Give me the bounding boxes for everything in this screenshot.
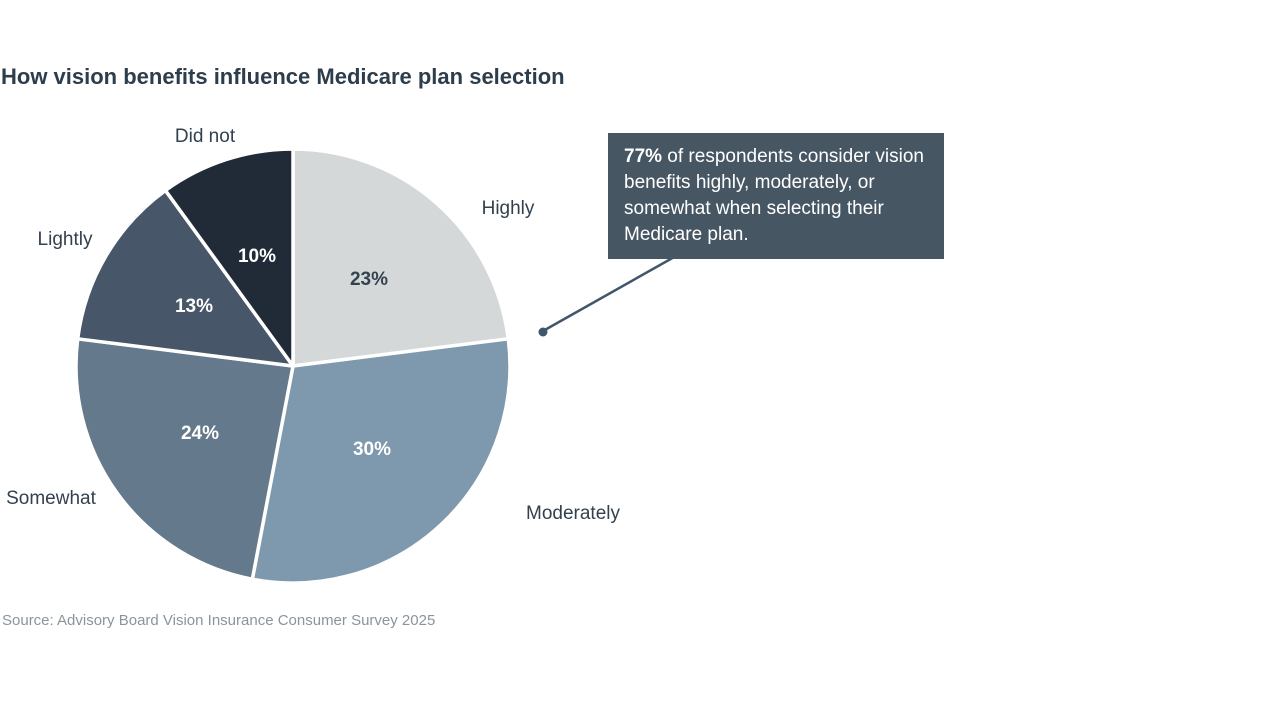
- pie-slice-lightly: [75, 188, 295, 368]
- callout-box: 77% of respondents consider vision benef…: [608, 133, 944, 259]
- callout-connector-line: [542, 254, 677, 333]
- pie-slice-highly: [291, 147, 511, 368]
- pie-slice-did-not: [163, 147, 295, 368]
- chart-title: How vision benefits influence Medicare p…: [1, 64, 565, 89]
- slice-label-highly: Highly: [481, 198, 535, 219]
- callout-text: of respondents consider vision benefits …: [624, 146, 924, 245]
- slice-label-somewhat: Somewhat: [6, 488, 96, 509]
- source-note: Source: Advisory Board Vision Insurance …: [2, 612, 436, 629]
- pie-slice-somewhat: [74, 337, 295, 581]
- callout-highlight: 77%: [624, 146, 663, 167]
- pie-slice-moderately: [250, 337, 512, 585]
- slice-label-moderately: Moderately: [526, 503, 620, 524]
- slice-label-lightly: Lightly: [37, 229, 93, 250]
- slice-label-did-not: Did not: [174, 126, 236, 147]
- pie-slices: [74, 147, 512, 585]
- callout-connector-dot: [538, 327, 548, 337]
